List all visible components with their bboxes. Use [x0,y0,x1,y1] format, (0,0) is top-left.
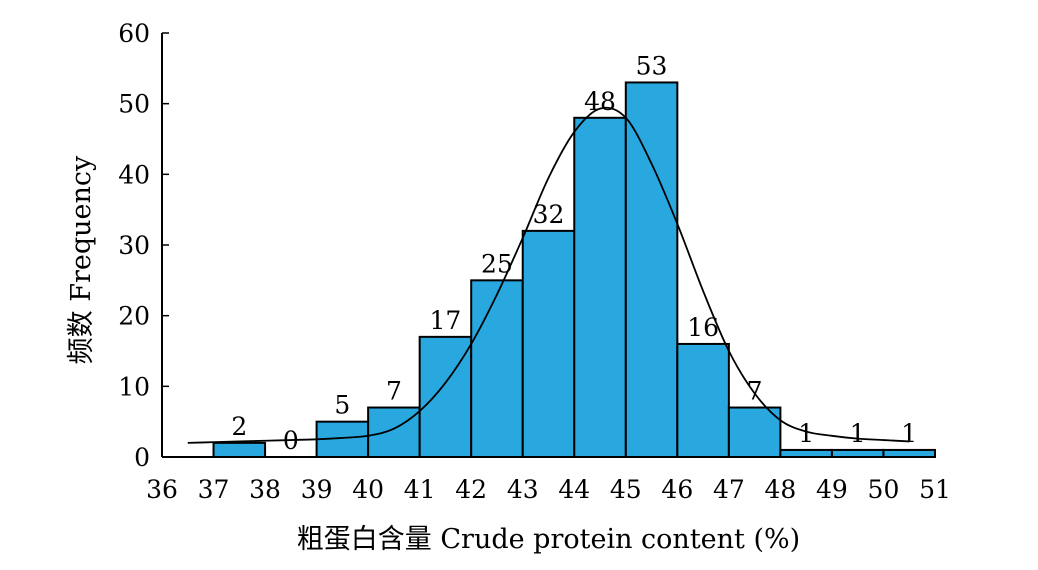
x-tick-label: 50 [868,475,900,504]
data-label-46-47: 16 [687,313,719,342]
bar-50-51 [882,448,937,458]
data-label-49-50: 1 [850,419,866,448]
x-tick-label: 37 [198,475,230,504]
data-label-39-40: 5 [334,391,350,420]
x-tick-label: 42 [455,475,487,504]
data-label-50-51: 1 [901,419,917,448]
x-tick-label: 47 [713,475,745,504]
data-label-38-39: 0 [283,426,299,455]
x-tick-label: 48 [764,475,796,504]
x-tick-label: 40 [352,475,384,504]
data-label-37-38: 2 [231,412,247,441]
y-tick-label: 50 [118,90,150,119]
bar-48-49 [779,448,833,458]
normal-fit-curve [187,106,910,444]
bar-40-41 [367,406,421,458]
x-axis-title: 粗蛋白含量 Crude protein content (%) [297,524,800,555]
bar-37-38 [212,441,267,459]
bars-group [212,81,937,459]
x-tick-label: 38 [249,475,281,504]
data-label-44-45: 48 [584,87,616,116]
bar-49-50 [830,448,885,458]
data-label-43-44: 32 [533,200,565,229]
bar-45-46 [624,81,679,458]
y-ticks-group: 0 10 20 30 40 50 60 [118,19,169,472]
data-label-40-41: 7 [386,377,402,406]
data-label-41-42: 17 [430,306,462,335]
bar-42-43 [470,279,524,459]
y-tick-label: 20 [118,302,150,331]
x-tick-label: 36 [146,475,178,504]
y-axis-title: 频数 Frequency [66,155,97,364]
data-label-48-49: 1 [798,419,814,448]
x-tick-label: 41 [404,475,436,504]
x-tick-label: 39 [301,475,333,504]
x-ticks-group: 36 37 38 39 40 41 42 43 44 45 46 47 48 49 50 51 [146,450,951,504]
fit-curve-group [187,106,910,444]
x-tick-label: 49 [816,475,848,504]
bar-43-44 [521,229,576,458]
y-tick-label: 40 [118,160,150,189]
y-tick-label: 60 [118,19,150,48]
bar-41-42 [418,335,473,458]
x-tick-label: 45 [610,475,642,504]
x-tick-label: 44 [558,475,590,504]
bar-44-45 [573,116,627,459]
y-tick-label: 30 [118,231,150,260]
x-tick-label: 46 [661,475,693,504]
data-labels-group: 2 0 5 7 17 25 32 48 53 16 7 1 1 1 [231,51,917,455]
y-tick-label: 0 [134,443,150,472]
y-tick-label: 10 [118,372,150,401]
x-tick-label: 51 [919,475,951,504]
data-label-47-48: 7 [747,377,763,406]
data-label-45-46: 53 [636,51,668,80]
data-label-42-43: 25 [481,249,513,278]
x-tick-label: 43 [507,475,539,504]
bar-46-47 [676,342,730,458]
